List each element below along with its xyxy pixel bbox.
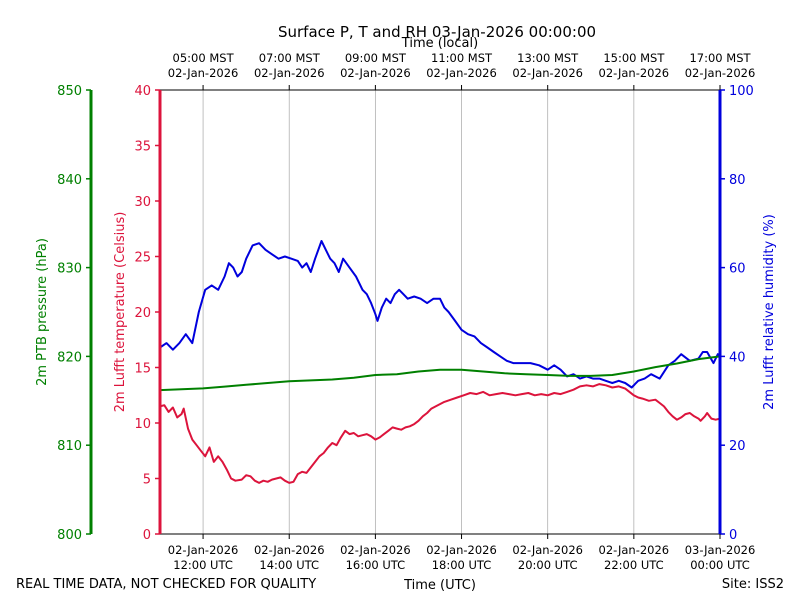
top-tick-time: 05:00 MST <box>173 51 235 65</box>
x-tick-date: 02-Jan-2026 <box>254 543 325 557</box>
humidity-tick-label: 100 <box>729 84 754 99</box>
site-label: Site: ISS2 <box>722 577 784 592</box>
top-tick-time: 07:00 MST <box>259 51 321 65</box>
x-tick-time: 12:00 UTC <box>173 558 233 572</box>
humidity-tick-label: 0 <box>729 528 737 543</box>
temperature-axis: 0 5 10 15 20 25 30 35 40 <box>134 84 162 543</box>
x-tick-date: 02-Jan-2026 <box>340 543 411 557</box>
pressure-series-line <box>159 355 721 392</box>
x-tick-time: 22:00 UTC <box>604 558 664 572</box>
top-tick-time: 15:00 MST <box>603 51 665 65</box>
humidity-tick-label: 40 <box>729 350 746 365</box>
chart-title: Surface P, T and RH 03-Jan-2026 00:00:00 <box>278 23 596 41</box>
top-tick-date: 02-Jan-2026 <box>426 66 497 80</box>
temperature-tick-label: 40 <box>134 84 151 99</box>
temperature-tick-label: 25 <box>134 251 151 266</box>
plot-frame <box>159 89 721 535</box>
pressure-axis: 800 810 820 830 840 850 <box>57 84 93 543</box>
temperature-tick-label: 35 <box>134 140 151 155</box>
quality-disclaimer: REAL TIME DATA, NOT CHECKED FOR QUALITY <box>16 577 316 592</box>
x-tick-date: 02-Jan-2026 <box>599 543 670 557</box>
pressure-tick-label: 800 <box>57 528 82 543</box>
humidity-tick-label: 20 <box>729 439 746 454</box>
temperature-tick-label: 15 <box>134 362 151 377</box>
temperature-tick-label: 5 <box>143 473 151 488</box>
humidity-tick-label: 60 <box>729 262 746 277</box>
x-tick-time: 16:00 UTC <box>346 558 406 572</box>
x-tick-time: 20:00 UTC <box>518 558 578 572</box>
top-tick-date: 02-Jan-2026 <box>599 66 670 80</box>
pressure-axis-label: 2m PTB pressure (hPa) <box>35 238 50 386</box>
humidity-series-line <box>159 240 721 389</box>
temperature-tick-label: 10 <box>134 417 151 432</box>
temperature-series-line <box>159 383 721 484</box>
top-tick-date: 02-Jan-2026 <box>168 66 239 80</box>
top-tick-time: 11:00 MST <box>431 51 493 65</box>
x-tick-time: 18:00 UTC <box>432 558 492 572</box>
top-axis-title: Time (local) <box>401 36 478 51</box>
temperature-axis-label: 2m Lufft temperature (Celsius) <box>113 212 128 413</box>
x-tick-date: 03-Jan-2026 <box>685 543 756 557</box>
x-tick-date: 02-Jan-2026 <box>426 543 497 557</box>
series-layer <box>159 240 721 484</box>
pressure-tick-label: 820 <box>57 350 82 365</box>
top-tick-date: 02-Jan-2026 <box>685 66 756 80</box>
temperature-tick-label: 30 <box>134 195 151 210</box>
top-tick-date: 02-Jan-2026 <box>254 66 325 80</box>
humidity-axis-label: 2m Lufft relative humidity (%) <box>762 214 777 410</box>
top-tick-time: 09:00 MST <box>345 51 407 65</box>
x-tick-time: 14:00 UTC <box>259 558 319 572</box>
top-tick-time: 17:00 MST <box>689 51 751 65</box>
humidity-axis: 0 20 40 60 80 100 <box>718 84 754 543</box>
pressure-tick-label: 850 <box>57 84 82 99</box>
top-tick-time: 13:00 MST <box>517 51 579 65</box>
pressure-tick-label: 810 <box>57 439 82 454</box>
humidity-tick-label: 80 <box>729 173 746 188</box>
top-tick-date: 02-Jan-2026 <box>512 66 583 80</box>
x-axis-title: Time (UTC) <box>403 578 476 593</box>
temperature-tick-label: 20 <box>134 306 151 321</box>
x-tick-time: 00:00 UTC <box>690 558 750 572</box>
x-tick-date: 02-Jan-2026 <box>168 543 239 557</box>
vertical-grid <box>202 90 635 534</box>
x-tick-date: 02-Jan-2026 <box>512 543 583 557</box>
pressure-tick-label: 830 <box>57 262 82 277</box>
top-tick-date: 02-Jan-2026 <box>340 66 411 80</box>
temperature-tick-label: 0 <box>143 528 151 543</box>
pressure-tick-label: 840 <box>57 173 82 188</box>
